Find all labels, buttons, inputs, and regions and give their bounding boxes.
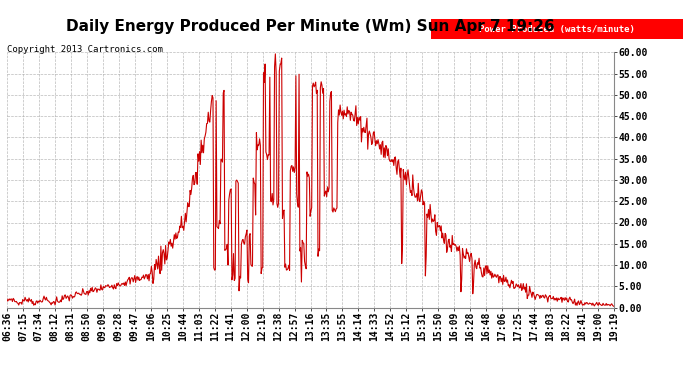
Text: Daily Energy Produced Per Minute (Wm) Sun Apr 7 19:26: Daily Energy Produced Per Minute (Wm) Su… [66, 19, 555, 34]
Text: Copyright 2013 Cartronics.com: Copyright 2013 Cartronics.com [7, 45, 163, 54]
Text: Power Produced (watts/minute): Power Produced (watts/minute) [480, 25, 635, 34]
